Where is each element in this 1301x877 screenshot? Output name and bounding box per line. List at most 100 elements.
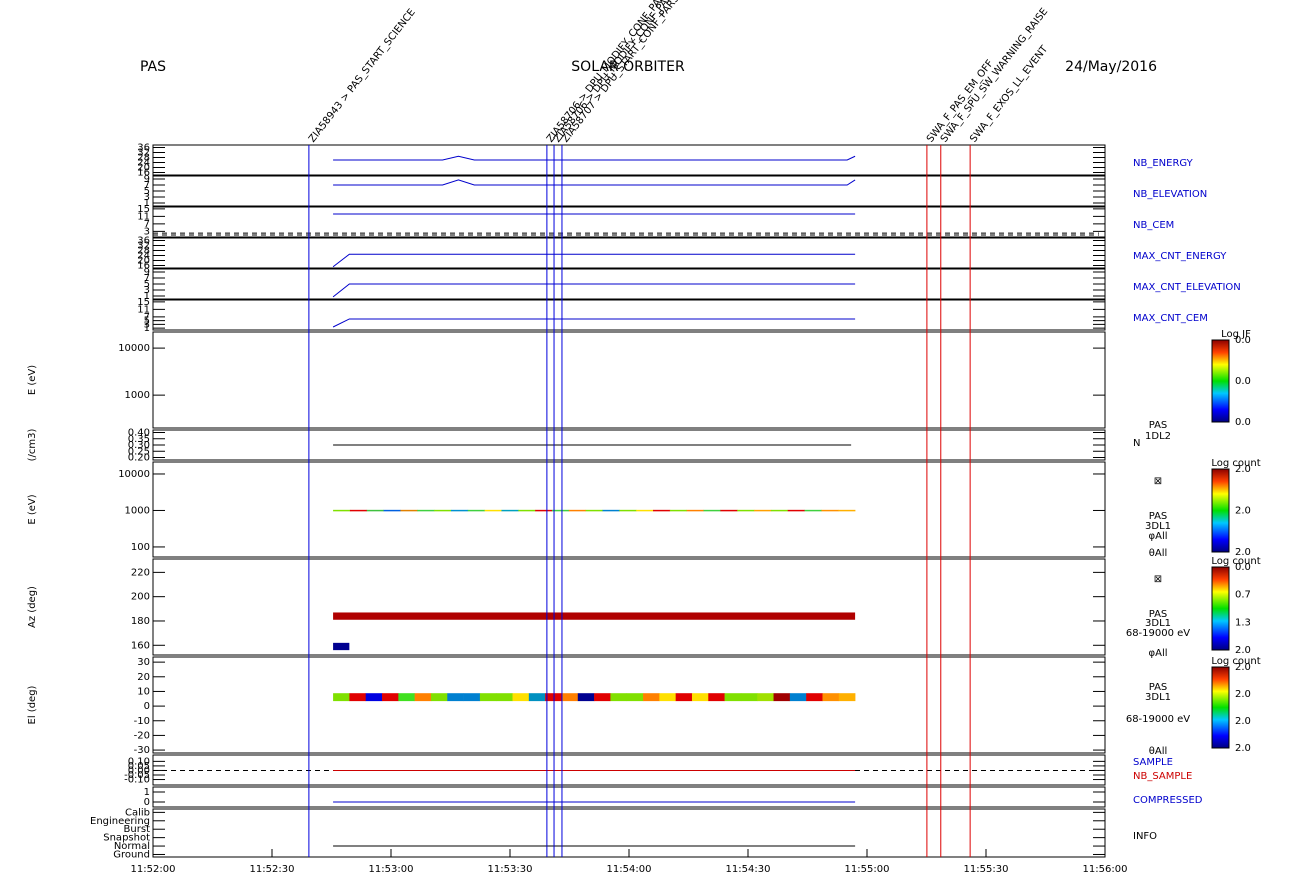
panel-name: PAS xyxy=(1149,420,1168,431)
y-tick-label: 30 xyxy=(137,657,150,668)
spectrogram-cell xyxy=(740,693,758,702)
y-axis-label: E (eV) xyxy=(27,365,38,395)
spectrogram-cell xyxy=(720,509,738,512)
y-tick-label: 15 xyxy=(137,204,150,215)
y-tick-label: 100 xyxy=(131,542,150,553)
spectrogram-cell xyxy=(551,509,570,512)
colorbar-tick-label: 2.0 xyxy=(1235,689,1251,700)
x-tick-label: 11:54:00 xyxy=(607,864,652,875)
spectrogram-cell xyxy=(653,509,671,512)
colorbar-title: Log JF xyxy=(1221,329,1251,340)
y-axis-label: (/cm3) xyxy=(27,429,38,462)
spectrogram-cell xyxy=(659,693,676,702)
colorbar-tick-label: 0.0 xyxy=(1235,417,1251,428)
spectrogram-cell xyxy=(349,693,367,702)
spectrogram-block xyxy=(333,642,350,651)
spectrogram-cell xyxy=(568,509,586,512)
y-tick-label: -20 xyxy=(134,730,150,741)
y-tick-label: 28 xyxy=(137,153,150,164)
header-left: PAS xyxy=(140,59,166,75)
y-tick-label: 5 xyxy=(144,316,150,327)
panel-frame xyxy=(152,331,1106,429)
spectrogram-cell xyxy=(333,509,351,512)
y-tick-label: Ground xyxy=(113,849,150,860)
panel-name: MAX_CNT_CEM xyxy=(1133,313,1208,324)
data-line xyxy=(333,179,856,186)
panel-frame xyxy=(152,786,1106,808)
spectrogram-cell xyxy=(528,693,546,702)
spectrogram-cell xyxy=(365,693,383,702)
panel-frame xyxy=(152,144,1106,176)
panel-name: SAMPLE xyxy=(1133,757,1173,768)
y-tick-label: 220 xyxy=(131,567,150,578)
panel-name: φAll xyxy=(1149,531,1168,542)
y-tick-label: -0.05 xyxy=(124,770,150,781)
panel-name: INFO xyxy=(1133,831,1157,842)
y-tick-label: 0.05 xyxy=(128,761,150,772)
spectrogram-cell xyxy=(501,509,519,512)
spectrogram-cell xyxy=(484,509,502,512)
spectrogram-cell xyxy=(757,693,774,702)
y-tick-label: 7 xyxy=(144,273,150,284)
y-tick-label: 0.35 xyxy=(128,434,150,445)
spectrogram-cell xyxy=(383,509,401,512)
panel-name: 3DL1 xyxy=(1145,618,1171,629)
spectrogram-cell xyxy=(417,509,435,512)
y-tick-label: 0.20 xyxy=(128,453,150,464)
panel-name: θAll xyxy=(1149,548,1168,559)
y-tick-label: 36 xyxy=(137,236,150,247)
y-tick-label: 1000 xyxy=(125,505,150,516)
x-tick-label: 11:55:00 xyxy=(845,864,890,875)
y-tick-label: 180 xyxy=(131,616,150,627)
y-tick-label: 160 xyxy=(131,640,150,651)
colorbar-tick-label: 2.0 xyxy=(1235,662,1251,673)
y-tick-label: 3 xyxy=(144,319,150,330)
spectrogram-cell xyxy=(821,509,839,512)
y-tick-label: 11 xyxy=(137,211,150,222)
spectrogram-cell xyxy=(463,693,481,702)
spectrogram-cell xyxy=(434,509,452,512)
y-tick-label: 20 xyxy=(137,672,150,683)
y-tick-label: 16 xyxy=(137,261,150,272)
y-tick-label: 1000 xyxy=(125,390,150,401)
spectrogram-cell xyxy=(545,693,562,702)
colorbar-tick-label: 0.7 xyxy=(1235,590,1251,601)
spectrogram-cell xyxy=(754,509,772,512)
event-label: ZIA58943 > PAS_START_SCIENCE xyxy=(307,7,418,145)
spectrogram-cell xyxy=(382,693,399,702)
spectrogram-cell xyxy=(400,509,418,512)
panel-name: PAS xyxy=(1149,682,1168,693)
y-tick-label: 0.00 xyxy=(128,765,150,776)
y-tick-label: 0.10 xyxy=(128,756,150,767)
spectrogram-cell xyxy=(602,509,620,512)
x-tick-label: 11:56:00 xyxy=(1083,864,1128,875)
panel-name: 68-19000 eV xyxy=(1126,714,1190,725)
y-tick-label: 9 xyxy=(144,174,150,185)
y-tick-label: 9 xyxy=(144,267,150,278)
panel-frame xyxy=(152,206,1106,238)
y-tick-label: 0 xyxy=(144,701,150,712)
spectrogram-cell xyxy=(366,509,384,512)
panel-frame xyxy=(152,461,1106,558)
spectrogram-cell xyxy=(838,509,856,512)
spectrogram-cell xyxy=(349,509,368,512)
colorbar-tick-label: 0.0 xyxy=(1235,562,1251,573)
x-tick-label: 11:55:30 xyxy=(964,864,1009,875)
spectrogram-cell xyxy=(703,509,721,512)
colorbar-tick-label: 0.0 xyxy=(1235,335,1251,346)
panel-name: 1DL2 xyxy=(1145,431,1171,442)
panel-frame xyxy=(152,175,1106,207)
y-tick-label: 16 xyxy=(137,168,150,179)
y-tick-label: Calib xyxy=(125,807,150,818)
colorbar-tick-label: 1.3 xyxy=(1235,617,1251,628)
spectrogram-cell xyxy=(414,693,432,702)
panel-name: NB_ELEVATION xyxy=(1133,189,1207,200)
spectrogram-cell xyxy=(675,693,693,702)
panel-name: COMPRESSED xyxy=(1133,795,1203,806)
y-tick-label: 7 xyxy=(144,180,150,191)
y-tick-label: 36 xyxy=(137,143,150,154)
spectrogram-cell xyxy=(447,693,464,702)
spectrogram-cell xyxy=(518,509,536,512)
spectrogram-cell xyxy=(561,693,579,702)
